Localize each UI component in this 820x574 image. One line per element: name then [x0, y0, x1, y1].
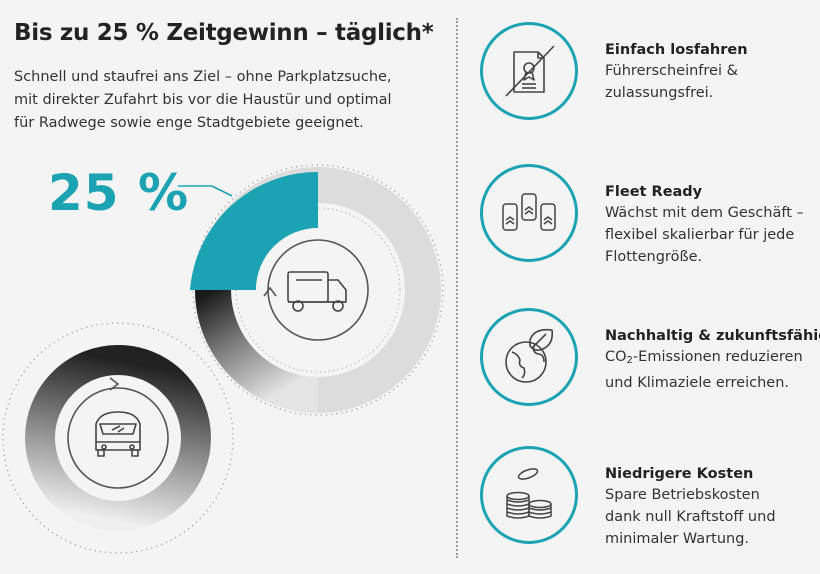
- feature-icon-ring: [480, 164, 578, 262]
- column-divider: [456, 18, 458, 558]
- feature-line: flexibel skalierbar für jede: [605, 227, 795, 243]
- feature-line: Wächst mit dem Geschäft –: [605, 205, 804, 221]
- feature-title: Einfach losfahren: [605, 42, 748, 58]
- feature-line: und Klimaziele erreichen.: [605, 375, 789, 391]
- small-cycle-arrow-icon: [67, 387, 169, 489]
- feature-icon-ring: [480, 308, 578, 406]
- intro-line: Schnell und staufrei ans Ziel – ohne Par…: [14, 69, 392, 85]
- feature-title: Niedrigere Kosten: [605, 466, 754, 482]
- van-icon: [95, 411, 141, 457]
- feature-sustainable: Nachhaltig & zukunftsfähig CO2-Emissione…: [480, 308, 820, 408]
- page-title: Bis zu 25 % Zeitgewinn – täglich*: [14, 20, 434, 46]
- coin-stack-icon: [506, 468, 552, 519]
- feature-line: zulassungsfrei.: [605, 85, 714, 101]
- cargo-bike-icon: [287, 271, 347, 312]
- globe-leaf-icon: [505, 328, 554, 383]
- feature-easy-start: Einfach losfahren Führerscheinfrei & zul…: [480, 22, 810, 122]
- intro-line: für Radwege sowie enge Stadtgebiete geei…: [14, 115, 364, 131]
- feature-line: dank null Kraftstoff und: [605, 509, 776, 525]
- feature-line: minimaler Wartung.: [605, 531, 750, 547]
- feature-icon-ring: [480, 446, 578, 544]
- small-ring-dots: [2, 322, 234, 554]
- time-gain-percent: 25 %: [48, 164, 190, 222]
- feature-title: Nachhaltig & zukunftsfähig: [605, 328, 820, 344]
- feature-icon-ring: [480, 22, 578, 120]
- feature-lower-costs: Niedrigere Kosten Spare Betriebskosten d…: [480, 446, 810, 547]
- time-gain-rings: [2, 164, 444, 554]
- feature-line: Führerscheinfrei &: [605, 63, 738, 79]
- intro-text: Schnell und staufrei ans Ziel – ohne Par…: [14, 66, 414, 135]
- co2-subscript: 2: [626, 355, 633, 366]
- certificate-crossed-icon: [505, 45, 555, 97]
- feature-fleet-ready: Fleet Ready Wächst mit dem Geschäft – fl…: [480, 164, 810, 265]
- feature-line: Spare Betriebskosten: [605, 487, 760, 503]
- feature-line: Flottengröße.: [605, 249, 703, 265]
- small-ring-gradient: [25, 345, 211, 531]
- feature-title: Fleet Ready: [605, 184, 703, 200]
- big-ring-dots: [192, 164, 444, 416]
- big-ring-gradient: [195, 289, 319, 413]
- intro-line: mit direkter Zufahrt bis vor die Haustür…: [14, 92, 392, 108]
- fleet-vehicles-icon: [502, 193, 556, 231]
- co2-prefix: CO: [605, 349, 627, 365]
- feature-line-co2: CO2-Emissionen reduzieren: [605, 346, 820, 372]
- co2-suffix: -Emissionen reduzieren: [632, 349, 803, 365]
